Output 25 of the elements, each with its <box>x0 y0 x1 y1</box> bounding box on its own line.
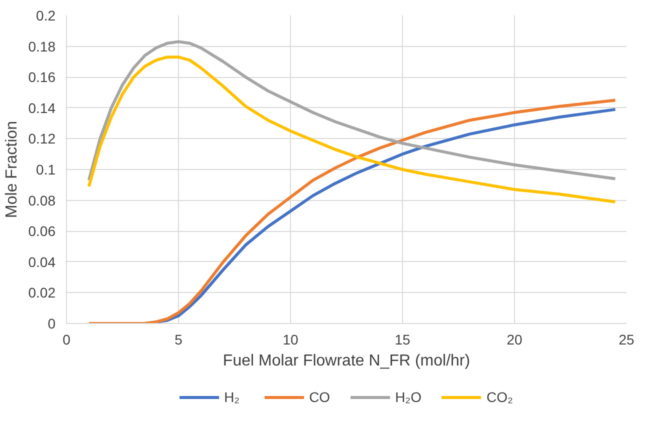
x-tick-label: 15 <box>394 332 410 348</box>
legend-label: H₂O <box>395 389 422 405</box>
x-tick-label: 5 <box>174 332 183 348</box>
legend-label: CO₂ <box>486 389 513 405</box>
y-tick-label: 0.12 <box>28 130 56 147</box>
x-tick-label: 0 <box>62 332 71 348</box>
legend-label: CO <box>309 389 330 405</box>
x-axis-title: Fuel Molar Flowrate N_FR (mol/hr) <box>222 352 470 370</box>
y-tick-label: 0.02 <box>28 284 56 301</box>
y-axis-title: Mole Fraction <box>3 121 20 218</box>
y-tick-label: 0.18 <box>28 38 56 54</box>
legend-label: H₂ <box>224 389 241 405</box>
line-series <box>87 56 617 204</box>
x-tick-label: 25 <box>618 332 634 348</box>
line-series <box>87 40 617 182</box>
y-tick-label: 0.08 <box>28 192 56 208</box>
y-tick-label: 0.16 <box>28 69 56 86</box>
x-tick-label: 20 <box>506 332 522 348</box>
y-tick-label: 0.2 <box>36 8 56 24</box>
x-tick-label: 10 <box>282 332 298 348</box>
y-tick-label: 0.14 <box>28 100 56 116</box>
y-tick-label: 0.1 <box>36 162 56 178</box>
y-tick-label: 0 <box>48 316 56 332</box>
y-tick-label: 0.06 <box>28 223 56 240</box>
y-tick-label: 0.04 <box>28 254 56 270</box>
